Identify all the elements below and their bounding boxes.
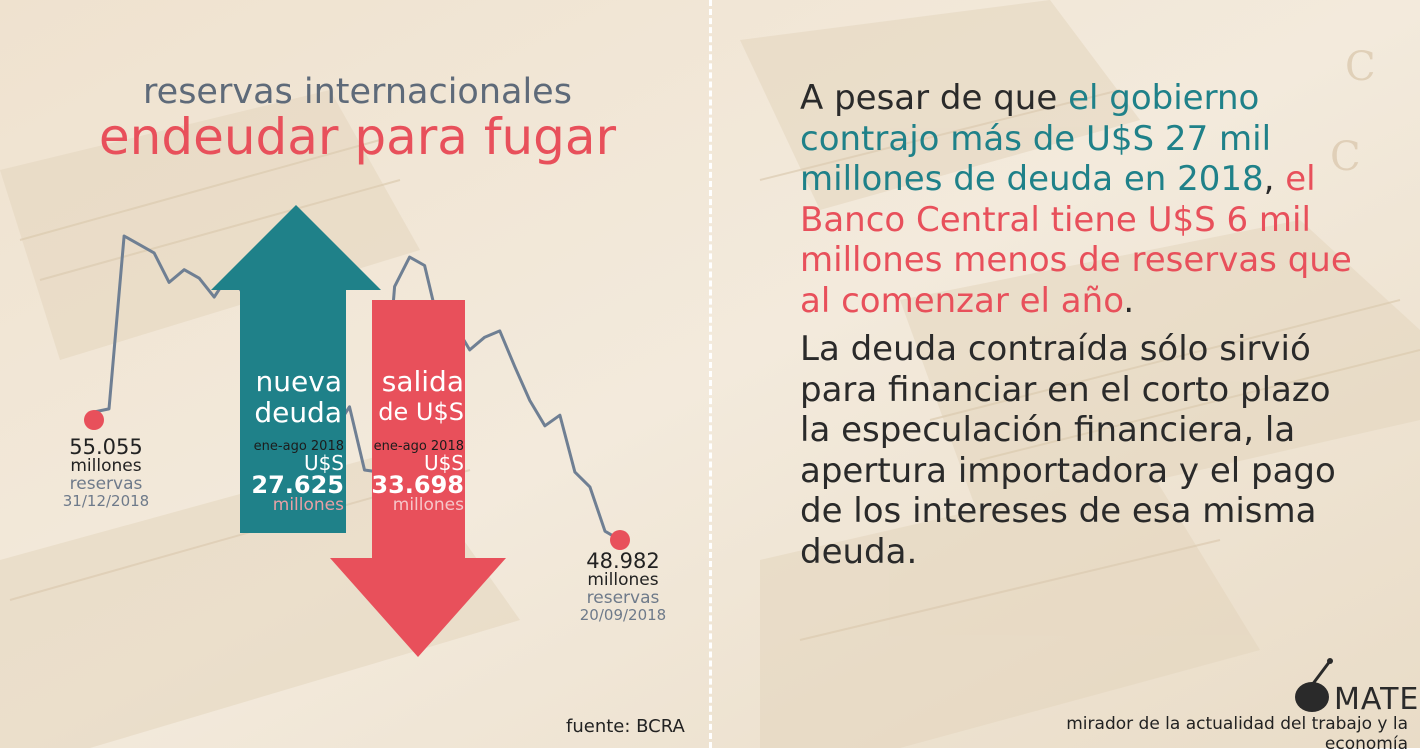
up-arrow [211, 205, 381, 533]
end-label: reservas [586, 587, 660, 608]
down-arrow-currency: U$S [423, 451, 464, 475]
p1-intro: A pesar de que [800, 78, 1069, 118]
start-unit: millones [70, 456, 142, 477]
up-arrow-figures: ene-ago 2018 U$S 27.625 millones [232, 440, 344, 514]
end-date: 20/09/2018 [579, 605, 667, 624]
up-arrow-amount: 27.625 [251, 471, 344, 499]
end-annotation: 48.982 millones reservas 20/09/2018 [563, 550, 683, 623]
chart-subtitle: reservas internacionales [143, 72, 572, 112]
start-label: reservas [69, 473, 143, 494]
up-arrow-period: ene-ago 2018 [253, 439, 344, 454]
paragraph-1: A pesar de que el gobierno contrajo más … [800, 78, 1360, 321]
up-arrow-label: nueva deuda [232, 366, 342, 428]
p1-reserves-highlight: el Banco Central tiene U$S 6 mil millone… [800, 159, 1352, 321]
start-marker-dot [84, 410, 104, 430]
brand-tagline: mirador de la actualidad del trabajo y l… [1066, 714, 1408, 754]
down-arrow-amount: 33.698 [371, 471, 464, 499]
p1-comma: , [1263, 159, 1286, 199]
mate-gourd-icon [1295, 658, 1333, 712]
down-arrow [330, 300, 506, 657]
start-date: 31/12/2018 [62, 491, 150, 510]
end-value: 48.982 [586, 549, 660, 573]
reserves-series-line [93, 234, 621, 542]
chart-canvas [84, 205, 630, 657]
down-arrow-line2: de U$S [378, 398, 464, 426]
paragraph-2: La deuda contraída sólo sirvió para fina… [800, 329, 1336, 572]
dashed-divider [709, 0, 712, 748]
end-marker-dot [610, 530, 630, 550]
down-arrow-label: salida de U$S [352, 366, 464, 428]
chart-title: endeudar para fugar [98, 108, 617, 166]
up-arrow-line2: deuda [254, 396, 342, 429]
up-arrow-currency: U$S [303, 451, 344, 475]
up-arrow-unit: millones [272, 495, 344, 515]
down-arrow-unit: millones [392, 495, 464, 515]
start-value: 55.055 [69, 435, 143, 459]
up-arrow-line1: nueva [255, 365, 342, 398]
svg-text:C: C [1330, 134, 1361, 180]
down-arrow-line1: salida [381, 365, 464, 398]
explanatory-text: A pesar de que el gobierno contrajo más … [800, 78, 1360, 580]
p1-debt-highlight: el gobierno contrajo más de U$S 27 mil m… [800, 78, 1272, 199]
down-arrow-period: ene-ago 2018 [373, 439, 464, 454]
brand-name: MATE [1334, 682, 1420, 717]
p1-period: . [1123, 280, 1135, 321]
svg-text:C: C [1345, 44, 1376, 90]
start-annotation: 55.055 millones reservas 31/12/2018 [46, 436, 166, 509]
source-note: fuente: BCRA [566, 716, 685, 737]
end-unit: millones [587, 570, 659, 591]
down-arrow-figures: ene-ago 2018 U$S 33.698 millones [352, 440, 464, 514]
